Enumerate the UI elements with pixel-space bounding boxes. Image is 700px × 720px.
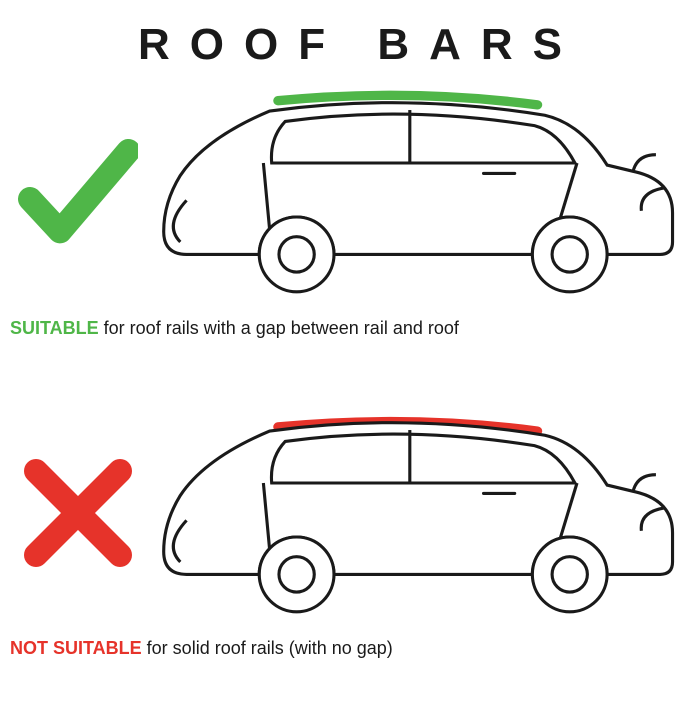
page-title: ROOF BARS (0, 20, 700, 70)
caption-rest: for solid roof rails (with no gap) (142, 638, 393, 658)
car-diagram (145, 75, 700, 310)
caption-bold: NOT SUITABLE (10, 638, 142, 658)
cross-icon (10, 453, 145, 573)
caption-rest: for roof rails with a gap between rail a… (99, 318, 459, 338)
panel (10, 395, 700, 630)
check-icon (10, 133, 145, 253)
car-diagram (145, 395, 700, 630)
caption: SUITABLE for roof rails with a gap betwe… (10, 318, 700, 339)
caption-bold: SUITABLE (10, 318, 99, 338)
caption: NOT SUITABLE for solid roof rails (with … (10, 638, 700, 659)
panel (10, 75, 700, 310)
